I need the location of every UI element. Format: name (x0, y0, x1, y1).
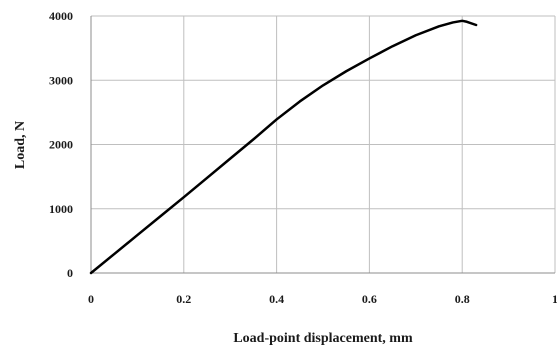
y-axis-title: Load, N (13, 121, 28, 169)
series (89, 19, 478, 275)
y-tick-label: 3000 (49, 73, 73, 87)
x-tick-label: 0.4 (269, 292, 284, 306)
x-tick-label: 0.6 (362, 292, 377, 306)
x-tick-label: 0.2 (176, 292, 191, 306)
x-tick-label: 0 (88, 292, 94, 306)
y-tick-label: 2000 (49, 138, 73, 152)
x-tick-label: 1 (552, 292, 557, 306)
grid (91, 15, 556, 273)
axes (90, 16, 555, 274)
x-axis-title: Load-point displacement, mm (233, 331, 413, 346)
y-tick-label: 0 (67, 266, 73, 280)
x-tick-label: 0.8 (455, 292, 470, 306)
y-tick-label: 4000 (49, 9, 73, 23)
y-tick-label: 1000 (49, 202, 73, 216)
series-line (89, 19, 478, 275)
tick-labels: 0 0.2 0.4 0.6 0.8 1 0 1000 2000 3000 4000 (49, 9, 557, 306)
